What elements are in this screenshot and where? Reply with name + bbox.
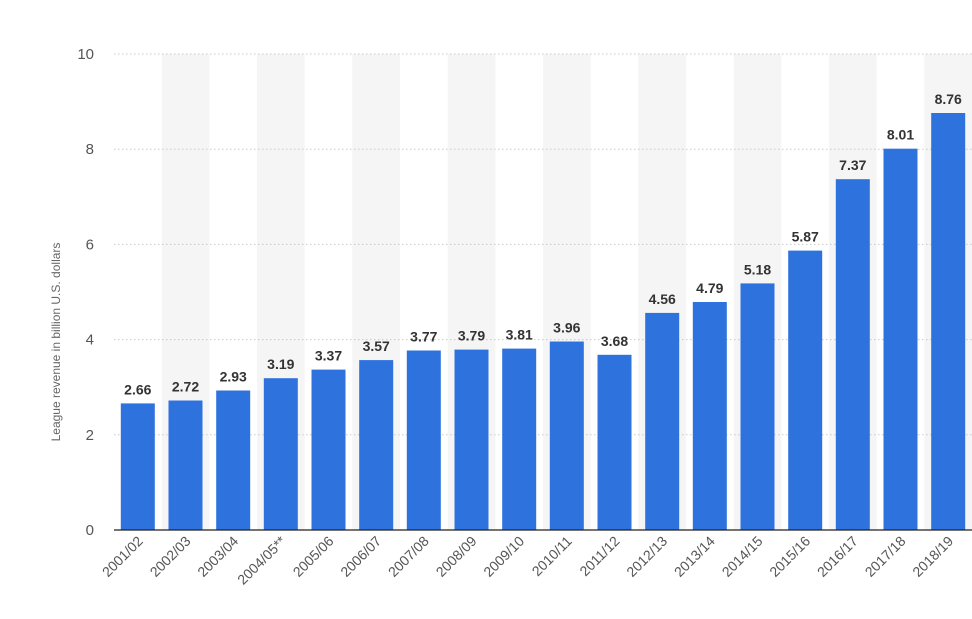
bar bbox=[263, 378, 298, 530]
data-label: 3.19 bbox=[267, 356, 294, 372]
x-tick-label: 2002/03 bbox=[147, 533, 194, 580]
data-label: 3.81 bbox=[506, 327, 533, 343]
data-label: 3.68 bbox=[601, 333, 628, 349]
bar bbox=[216, 390, 251, 530]
data-label: 2.66 bbox=[124, 381, 151, 397]
bar bbox=[883, 148, 918, 530]
bar bbox=[740, 283, 775, 530]
data-labels: 2.66 2.72 2.93 3.19 3.37 3.57 3.77 3.79 3.81 3.96… bbox=[124, 91, 962, 397]
data-label: 3.77 bbox=[410, 329, 437, 345]
data-label: 4.56 bbox=[649, 291, 676, 307]
x-tick-label: 2017/18 bbox=[862, 533, 909, 580]
bars bbox=[120, 113, 966, 530]
y-tick-label: 6 bbox=[86, 236, 94, 253]
x-tick-label: 2014/15 bbox=[719, 533, 766, 580]
bar bbox=[597, 354, 632, 530]
y-tick-label: 4 bbox=[86, 332, 94, 349]
y-tick-label: 8 bbox=[86, 141, 94, 158]
x-tick-label: 2007/08 bbox=[385, 533, 432, 580]
bar bbox=[502, 348, 537, 530]
x-tick-label: 2015/16 bbox=[766, 533, 813, 580]
bar bbox=[549, 341, 584, 530]
data-label: 8.76 bbox=[935, 91, 962, 107]
data-label: 4.79 bbox=[696, 280, 723, 296]
data-label: 8.01 bbox=[887, 127, 914, 143]
bar bbox=[359, 360, 394, 530]
x-tick-label: 2016/17 bbox=[814, 533, 861, 580]
x-tick-label: 2006/07 bbox=[337, 533, 384, 580]
data-label: 2.72 bbox=[172, 379, 199, 395]
x-tick-label: 2010/11 bbox=[529, 533, 576, 580]
x-tick-label: 2013/14 bbox=[671, 533, 718, 580]
bar bbox=[406, 350, 441, 530]
data-label: 7.37 bbox=[839, 157, 866, 173]
bar bbox=[835, 179, 870, 530]
y-axis-ticks: 0 2 4 6 8 10 bbox=[77, 46, 94, 539]
bar bbox=[168, 400, 203, 530]
data-label: 5.18 bbox=[744, 261, 771, 277]
x-tick-label: 2005/06 bbox=[290, 533, 337, 580]
x-tick-label: 2001/02 bbox=[99, 533, 146, 580]
x-tick-label: 2018/19 bbox=[909, 533, 956, 580]
x-tick-label: 2011/12 bbox=[576, 533, 623, 580]
y-tick-label: 10 bbox=[77, 46, 94, 63]
bar bbox=[788, 250, 823, 530]
y-tick-label: 2 bbox=[86, 427, 94, 444]
x-tick-label: 2009/10 bbox=[480, 533, 527, 580]
bar bbox=[692, 302, 727, 530]
data-label: 3.57 bbox=[363, 338, 390, 354]
x-tick-label: 2004/05** bbox=[234, 532, 289, 587]
x-tick-label: 2008/09 bbox=[433, 533, 480, 580]
bar bbox=[311, 369, 346, 530]
x-tick-label: 2012/13 bbox=[623, 533, 670, 580]
x-tick-label: 2003/04 bbox=[194, 533, 241, 580]
bar bbox=[120, 403, 155, 530]
bar bbox=[454, 349, 489, 530]
y-tick-label: 0 bbox=[86, 522, 94, 539]
data-label: 5.87 bbox=[792, 229, 819, 245]
data-label: 3.79 bbox=[458, 328, 485, 344]
y-axis-title: League revenue in billion U.S. dollars bbox=[49, 243, 63, 442]
bar bbox=[931, 113, 966, 530]
data-label: 3.96 bbox=[553, 320, 580, 336]
data-label: 3.37 bbox=[315, 348, 342, 364]
data-label: 2.93 bbox=[220, 369, 247, 385]
bar bbox=[645, 312, 680, 530]
gridlines bbox=[114, 53, 972, 436]
